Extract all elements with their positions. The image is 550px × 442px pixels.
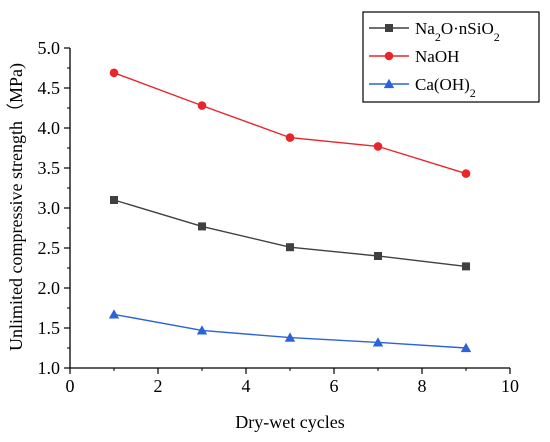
axes: 0 2 4 6 8 10 1.0 1.5 2.0 2.5 3.0 3.5 4.0 4.5 5.0 <box>38 38 520 396</box>
y-tick-label: 1.0 <box>38 358 61 378</box>
data-point <box>198 222 206 231</box>
data-point <box>372 337 384 347</box>
data-point <box>462 262 470 271</box>
data-point <box>460 342 472 353</box>
x-tick-label: 8 <box>418 376 427 396</box>
data-point <box>373 142 383 151</box>
y-tick-label: 3.5 <box>38 158 61 178</box>
series-line <box>113 313 467 349</box>
legend: Na2O·nSiO2 NaOH Ca(OH)2 <box>362 11 540 103</box>
data-point <box>284 332 296 342</box>
series-line <box>113 199 467 268</box>
data-point <box>108 309 120 319</box>
legend-marker <box>384 51 394 61</box>
data-point <box>110 196 118 204</box>
data-point <box>196 325 208 335</box>
legend-marker <box>383 78 395 89</box>
y-tick-label: 4.0 <box>38 118 61 138</box>
legend-label: Na2O·nSiO2 <box>415 19 500 44</box>
x-tick-label: 4 <box>242 376 251 396</box>
y-tick-label: 5.0 <box>38 38 61 58</box>
data-point <box>285 133 295 142</box>
x-tick-label: 2 <box>154 376 163 396</box>
legend-item: Na2O·nSiO2 <box>369 19 500 44</box>
legend-item: Ca(OH)2 <box>369 75 476 100</box>
data-point <box>197 101 207 110</box>
data-point <box>109 68 119 78</box>
y-tick-label: 4.5 <box>38 78 61 98</box>
series-1 <box>109 68 471 178</box>
series-0 <box>110 196 470 271</box>
x-axis-label: Dry-wet cycles <box>235 412 344 432</box>
y-tick-label: 2.5 <box>38 238 61 258</box>
series-2 <box>108 309 472 353</box>
legend-label: NaOH <box>415 47 459 66</box>
legend-item: NaOH <box>369 47 459 66</box>
data-point <box>374 252 382 260</box>
data-point <box>461 169 471 178</box>
y-tick-label: 2.0 <box>38 278 61 298</box>
x-tick-label: 10 <box>501 376 519 396</box>
y-axis-label: Unlimited compressive strength（MPa) <box>6 63 27 351</box>
data-point <box>286 243 294 252</box>
x-tick-label: 6 <box>330 376 339 396</box>
y-tick-label: 3.0 <box>38 198 61 218</box>
y-tick-label: 1.5 <box>38 318 61 338</box>
legend-label: Ca(OH)2 <box>415 75 476 100</box>
legend-marker <box>385 24 393 32</box>
x-tick-label: 0 <box>66 376 75 396</box>
series-layer <box>108 68 472 353</box>
